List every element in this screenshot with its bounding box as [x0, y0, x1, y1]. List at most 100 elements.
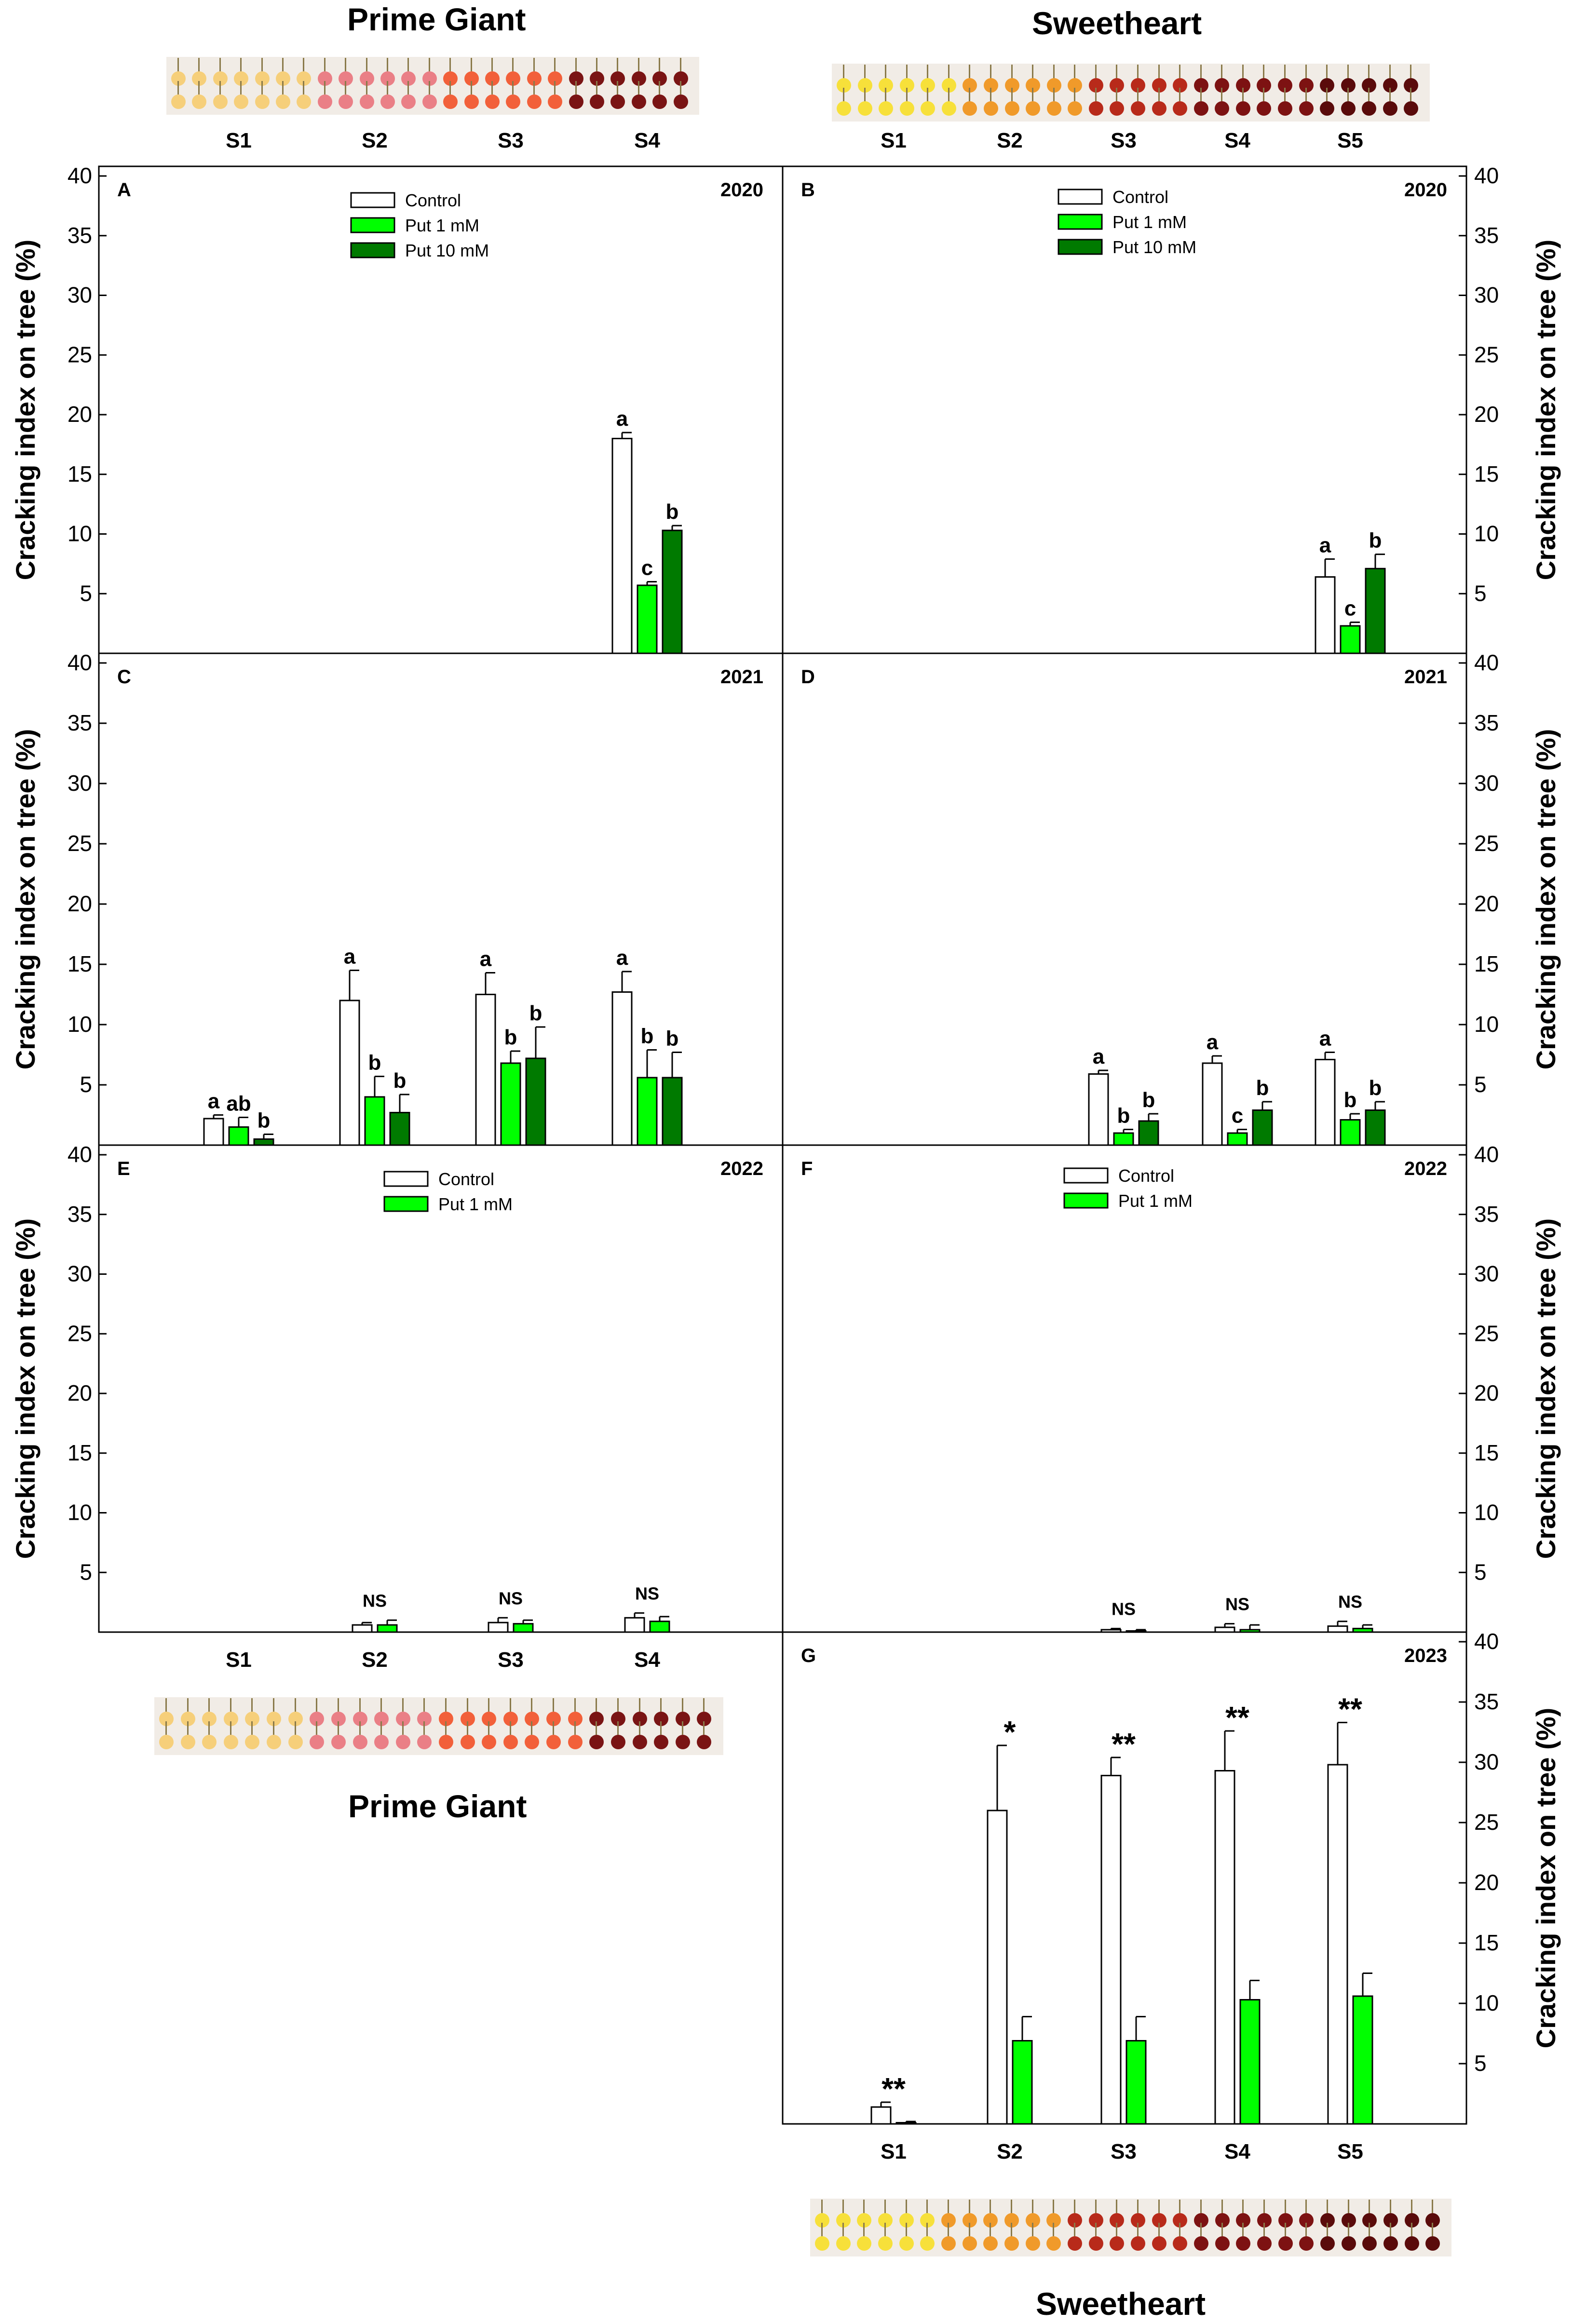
legend-label: Control [438, 1169, 494, 1189]
cherry-stem [208, 1698, 210, 1712]
cherry-stem [324, 81, 325, 95]
cherry-stem [359, 1698, 361, 1712]
y-tick-label: 30 [68, 770, 92, 796]
cherry-stem [990, 2200, 991, 2213]
cherry-stem [596, 81, 597, 95]
cherry-stem [337, 1698, 339, 1712]
cherry-stem [884, 2223, 886, 2236]
bar [1327, 1625, 1348, 1633]
y-tick-label: 10 [1474, 1990, 1499, 2015]
cherry-fruit [317, 95, 332, 109]
cherry-stem [1284, 88, 1286, 101]
cherry-stem [1305, 2200, 1307, 2213]
cherry-stem [906, 65, 908, 78]
y-tick-label: 30 [68, 1261, 92, 1286]
cherry-stem [638, 1698, 640, 1712]
bar [488, 1621, 509, 1633]
cherry-stem [470, 58, 472, 71]
bar [1126, 2040, 1147, 2125]
cherry-fruit [899, 2236, 914, 2251]
y-tick-label: 15 [1474, 461, 1499, 486]
cherry-stem [380, 1721, 382, 1735]
group-significance: ** [881, 2071, 906, 2106]
legend-label: Control [1118, 1166, 1174, 1186]
bar [1088, 1073, 1109, 1146]
cherry-stem [251, 1698, 253, 1712]
significance-letter: ab [226, 1092, 251, 1116]
cherry-stem [1221, 2223, 1223, 2236]
significance-letter: a [1319, 1027, 1331, 1051]
cherry-stem [380, 1698, 382, 1712]
cherry-fruit [1131, 2236, 1145, 2251]
panel-letter: B [801, 179, 815, 201]
cherry-stem [1369, 2223, 1370, 2236]
cherry-stem [885, 88, 887, 101]
legend-label: Put 10 mM [405, 241, 489, 260]
cherry-fruit [1299, 2236, 1314, 2251]
legend-swatch [383, 1196, 429, 1212]
stage-label-top-sweetheart: S1 [881, 129, 907, 152]
cherry-stem [660, 1698, 662, 1712]
y-tick-label: 30 [1474, 770, 1499, 796]
bar [1340, 625, 1361, 654]
y-tick-label: 25 [1474, 831, 1499, 856]
photo-strip-sweetheart-bottom [810, 2199, 1451, 2256]
cherry-fruit [1173, 2236, 1188, 2251]
cherry-stem [273, 1698, 275, 1712]
panel-year: 2021 [1404, 666, 1447, 688]
cherry-fruit [331, 1735, 346, 1749]
cherry-fruit [1088, 101, 1103, 116]
y-tick-label: 5 [1474, 1072, 1487, 1097]
y-tick-label: 10 [68, 1012, 92, 1037]
cherry-fruit [1068, 2236, 1082, 2251]
cherry-stem [842, 2200, 844, 2213]
cherry-stem [660, 1721, 662, 1735]
cherry-fruit [401, 95, 416, 109]
cherry-stem [1116, 88, 1118, 101]
cherry-stem [1305, 65, 1307, 78]
cherry-stem [1242, 2200, 1244, 2213]
cherry-fruit [202, 1735, 217, 1749]
cherry-fruit [374, 1735, 389, 1749]
cherry-stem [679, 81, 681, 95]
cherry-fruit [1046, 101, 1061, 116]
cherry-stem [359, 1721, 361, 1735]
cherry-stem [990, 88, 991, 101]
cherry-stem [345, 58, 347, 71]
panel-letter: G [801, 1645, 816, 1666]
cherry-stem [1221, 88, 1223, 101]
cherry-stem [1200, 65, 1202, 78]
significance-letter: a [344, 945, 356, 969]
legend-swatch [350, 217, 395, 233]
y-axis-label: Cracking index on tree (%) [1531, 240, 1561, 580]
cherry-stem [1327, 2200, 1328, 2213]
cherry-fruit [1425, 2236, 1440, 2251]
legend-swatch [383, 1171, 429, 1187]
cherry-stem [554, 58, 556, 71]
cherry-fruit [245, 1735, 260, 1749]
stage-label-top-prime-giant: S4 [634, 129, 660, 152]
cherry-stem [1011, 65, 1013, 78]
group-significance: NS [363, 1591, 387, 1610]
group-significance: ** [1112, 1727, 1136, 1761]
cherry-fruit [439, 1735, 453, 1749]
cherry-stem [1410, 2223, 1412, 2236]
bar [662, 529, 683, 654]
y-axis-label: Cracking index on tree (%) [1531, 1218, 1561, 1559]
bar [352, 1624, 373, 1633]
y-tick-label: 35 [1474, 1202, 1499, 1227]
cherry-fruit [485, 95, 500, 109]
bar [611, 438, 633, 654]
cherry-fruit [1320, 101, 1335, 116]
cherry-fruit [1215, 2236, 1230, 2251]
cherry-stem [1242, 2223, 1244, 2236]
legend-swatch [1063, 1167, 1109, 1184]
cherry-stem [449, 81, 451, 95]
cherry-stem [1432, 2200, 1434, 2213]
cherry-fruit [171, 95, 186, 109]
bar [637, 1077, 658, 1146]
cherry-fruit [1046, 2236, 1061, 2251]
photo-strip-sweetheart-top [832, 64, 1430, 122]
cherry-stem [1347, 88, 1349, 101]
cherry-fruit [192, 95, 207, 109]
